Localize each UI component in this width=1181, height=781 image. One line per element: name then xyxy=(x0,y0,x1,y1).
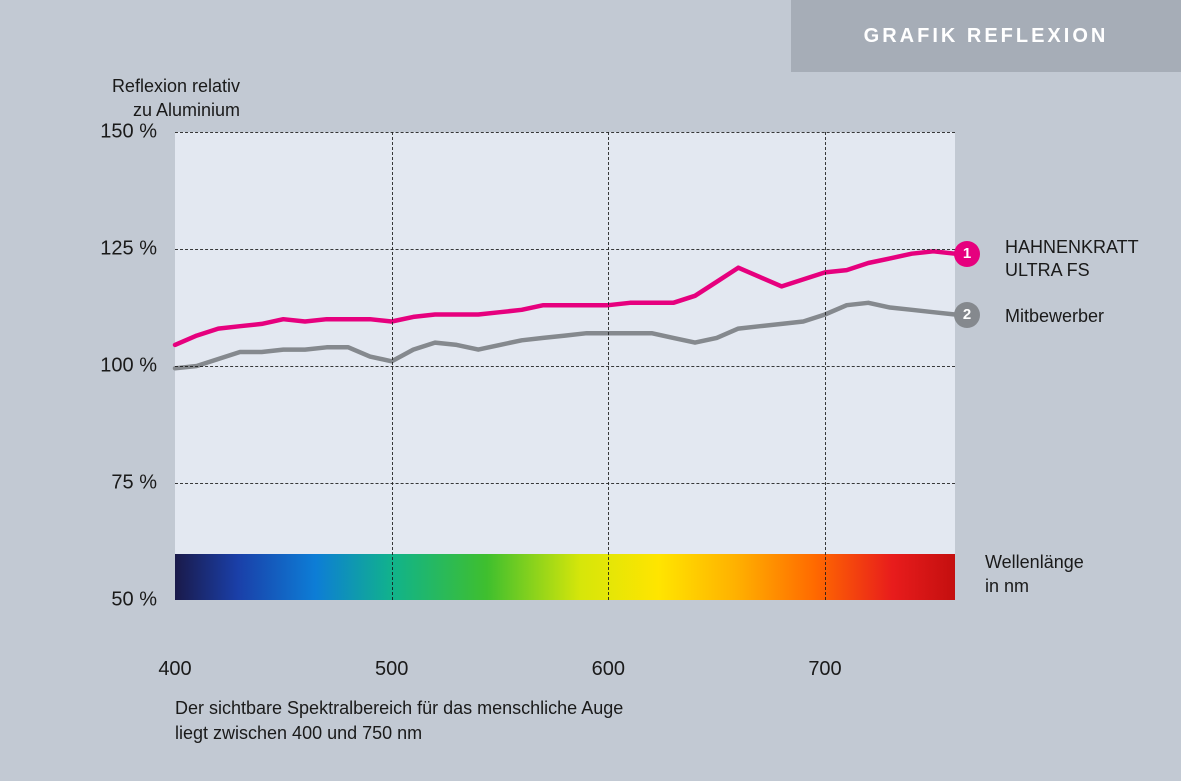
chart-plot-area: 40050060070050 %75 %100 %125 %150 %1HAHN… xyxy=(175,132,955,600)
y-tick-label: 50 % xyxy=(111,589,157,612)
y-gridline xyxy=(175,249,955,250)
series-badge-hahnenkratt: 1 xyxy=(954,241,980,267)
series-label-hahnenkratt: HAHNENKRATTULTRA FS xyxy=(1005,236,1139,283)
chart-caption-line2: liegt zwischen 400 und 750 nm xyxy=(175,723,422,743)
y-tick-label: 125 % xyxy=(100,238,157,261)
x-tick-label: 500 xyxy=(375,658,408,681)
y-axis-title-line2: zu Aluminium xyxy=(133,100,240,120)
series-line-mitbewerber xyxy=(175,303,955,369)
header-title: GRAFIK REFLEXION xyxy=(864,25,1109,48)
x-axis-title-line1: Wellenlänge xyxy=(985,552,1084,572)
y-gridline xyxy=(175,483,955,484)
y-axis-title: Reflexion relativ zu Aluminium xyxy=(70,74,240,123)
x-tick-label: 400 xyxy=(158,658,191,681)
x-tick-label: 700 xyxy=(808,658,841,681)
y-tick-label: 75 % xyxy=(111,472,157,495)
series-label-mitbewerber: Mitbewerber xyxy=(1005,305,1104,328)
x-tick-label: 600 xyxy=(592,658,625,681)
chart-caption: Der sichtbare Spektralbereich für das me… xyxy=(175,696,623,746)
y-gridline xyxy=(175,132,955,133)
y-gridline xyxy=(175,366,955,367)
x-axis-title-line2: in nm xyxy=(985,576,1029,596)
y-axis-title-line1: Reflexion relativ xyxy=(112,76,240,96)
header-title-box: GRAFIK REFLEXION xyxy=(791,0,1181,72)
chart-caption-line1: Der sichtbare Spektralbereich für das me… xyxy=(175,698,623,718)
y-tick-label: 100 % xyxy=(100,355,157,378)
series-badge-mitbewerber: 2 xyxy=(954,302,980,328)
y-tick-label: 150 % xyxy=(100,121,157,144)
x-axis-title: Wellenlänge in nm xyxy=(985,550,1084,599)
series-line-hahnenkratt xyxy=(175,251,955,345)
